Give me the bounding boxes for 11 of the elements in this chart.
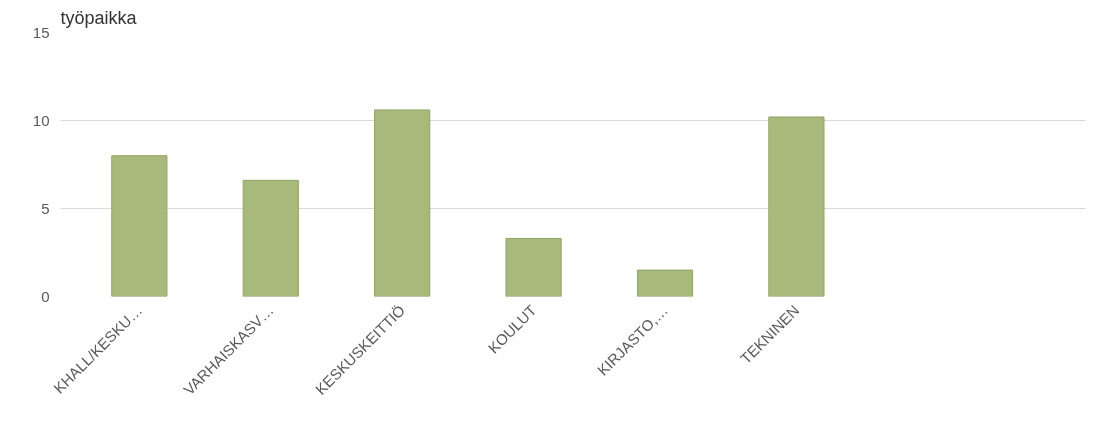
bar — [636, 269, 694, 297]
y-tick-label: 5 — [41, 199, 50, 217]
bar — [505, 237, 562, 297]
bar — [111, 155, 168, 297]
bar — [374, 109, 431, 297]
y-tick-label: 10 — [32, 111, 50, 129]
bar — [242, 179, 299, 297]
y-tick-label: 15 — [32, 23, 50, 41]
chart-title: työpaikka — [60, 7, 138, 28]
y-tick-label: 0 — [41, 287, 50, 305]
bar — [768, 116, 825, 297]
